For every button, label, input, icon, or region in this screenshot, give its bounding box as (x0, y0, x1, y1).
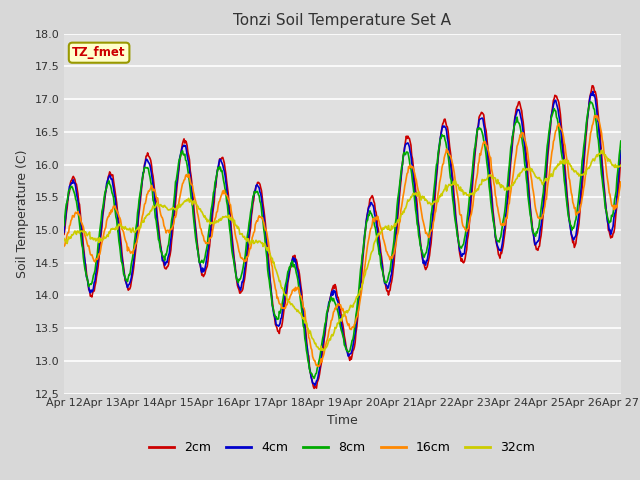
X-axis label: Time: Time (327, 414, 358, 427)
Y-axis label: Soil Temperature (C): Soil Temperature (C) (16, 149, 29, 278)
Title: Tonzi Soil Temperature Set A: Tonzi Soil Temperature Set A (234, 13, 451, 28)
Legend: 2cm, 4cm, 8cm, 16cm, 32cm: 2cm, 4cm, 8cm, 16cm, 32cm (145, 436, 540, 459)
Text: TZ_fmet: TZ_fmet (72, 46, 126, 59)
